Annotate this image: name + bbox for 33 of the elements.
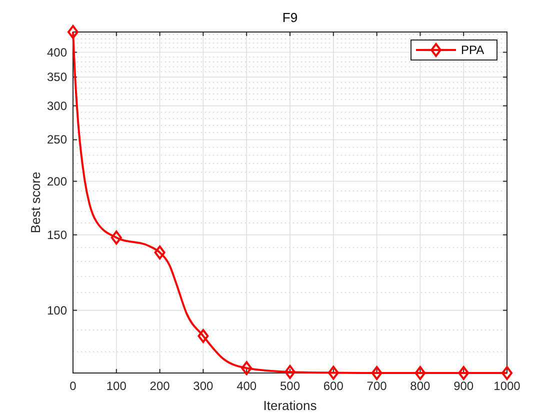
y-tick-label: 200 <box>46 174 68 188</box>
point <box>241 361 252 376</box>
chart-title: F9 <box>282 10 298 25</box>
x-axis-title: Iterations <box>263 398 318 413</box>
x-tick-label: 100 <box>106 379 127 393</box>
x-tick-label: 900 <box>454 379 474 393</box>
y-tick-label: 350 <box>46 70 68 84</box>
point <box>371 366 382 380</box>
x-tick-label: 400 <box>236 379 257 393</box>
x-tick-label: 300 <box>193 379 214 393</box>
point <box>110 230 122 245</box>
x-tick-label: 500 <box>280 379 300 393</box>
point <box>458 366 470 380</box>
y-tick-label: 300 <box>46 98 68 113</box>
point <box>502 366 512 380</box>
point <box>68 25 78 39</box>
x-tick-label: 1000 <box>494 379 521 393</box>
point <box>414 366 426 380</box>
x-tick-label: 200 <box>150 379 170 393</box>
y-tick-label: 150 <box>46 228 68 242</box>
y-tick-label: 250 <box>46 132 68 147</box>
y-axis-title: Best score <box>28 172 43 234</box>
x-tick-label: 0 <box>70 379 77 393</box>
x-tick-label: 600 <box>323 379 344 393</box>
x-tick-label: 800 <box>410 379 431 393</box>
legend-label: PPA <box>461 43 484 57</box>
point <box>154 246 166 260</box>
point <box>284 364 296 379</box>
y-tick-label: 100 <box>46 303 68 318</box>
point <box>328 366 339 380</box>
y-tick-label: 400 <box>46 45 68 60</box>
x-tick-label: 700 <box>366 379 388 393</box>
point <box>198 329 209 344</box>
